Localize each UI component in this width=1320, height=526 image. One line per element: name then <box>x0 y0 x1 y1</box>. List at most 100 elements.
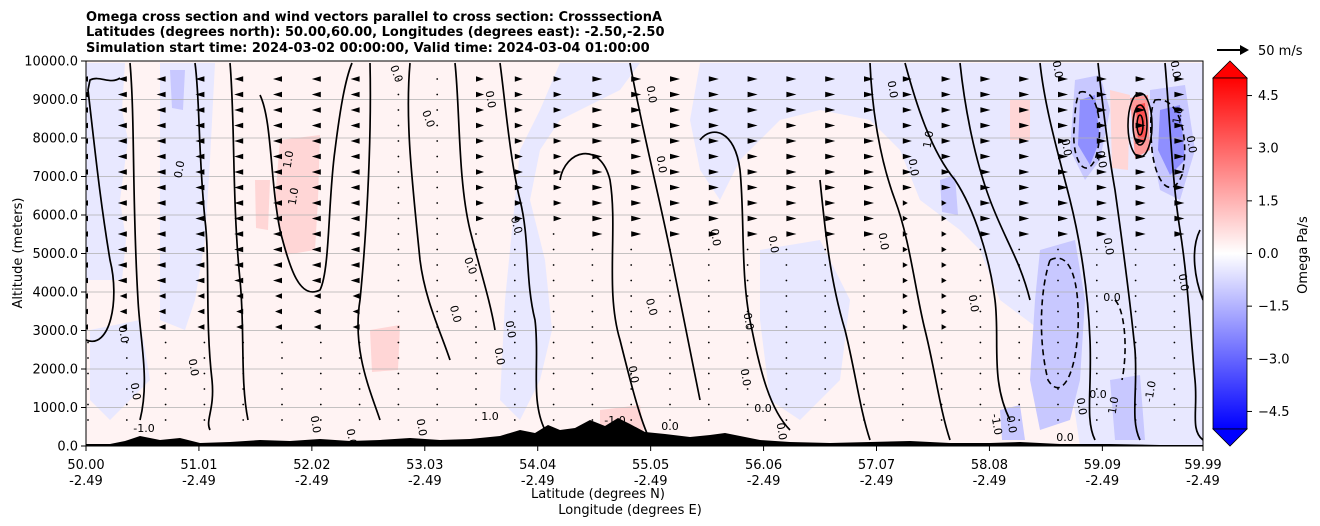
wind-vector <box>86 231 88 237</box>
wind-vector <box>1057 403 1059 406</box>
wind-vector <box>195 122 205 129</box>
wind-vector <box>630 419 633 421</box>
y-tick-label: 6000.0 <box>33 209 79 224</box>
wind-vector <box>195 262 205 268</box>
wind-vector <box>236 308 244 315</box>
wind-vector <box>475 388 477 390</box>
wind-vector <box>941 153 951 160</box>
wind-vector <box>941 231 947 237</box>
terrain <box>86 418 1203 446</box>
contour-label: 0.0 <box>567 50 585 63</box>
wind-vector <box>786 91 797 98</box>
wind-vector <box>164 357 167 359</box>
wind-vector <box>824 372 827 375</box>
wind-vector <box>902 293 908 299</box>
wind-vector <box>863 403 865 406</box>
wind-vector <box>669 388 671 390</box>
wind-vector <box>824 388 827 390</box>
wind-vector <box>1019 215 1030 222</box>
wind-vector <box>785 341 788 344</box>
wind-vector <box>86 91 88 98</box>
wind-vector <box>514 200 523 206</box>
wind-vector <box>319 372 322 375</box>
wind-vector <box>825 200 836 206</box>
wind-vector <box>1058 231 1068 237</box>
wind-vector <box>785 295 788 297</box>
wind-vector <box>358 357 361 359</box>
wind-vector <box>311 107 321 113</box>
wind-vector <box>311 122 321 129</box>
wind-vector <box>1019 184 1030 191</box>
wind-vector <box>319 419 322 421</box>
wind-vector <box>1174 91 1185 98</box>
wind-vector <box>87 372 89 375</box>
wind-vector <box>902 122 912 129</box>
contour-label: 0.0 <box>643 297 660 317</box>
contour-labels: 0.00.00.00.01.01.00.00.00.00.00.00.00.00… <box>116 50 1200 446</box>
y-tick-label: 1000.0 <box>33 401 79 416</box>
wind-vector <box>552 357 555 359</box>
wind-vector <box>476 76 484 82</box>
wind-vector <box>358 419 361 421</box>
wind-vector <box>234 76 244 82</box>
wind-vector <box>1174 122 1185 129</box>
wind-vector <box>553 76 562 82</box>
wind-vector <box>630 372 633 375</box>
wind-vector <box>514 184 523 191</box>
x-tick-label-lon: -2.49 <box>1186 474 1220 489</box>
wind-vector <box>195 277 205 284</box>
x-tick-label-lat: 56.06 <box>745 458 782 473</box>
wind-vector <box>436 78 439 80</box>
wind-vector <box>1135 215 1146 222</box>
wind-vector <box>1095 279 1098 282</box>
wind-vector <box>786 122 797 129</box>
wind-vector <box>1173 419 1176 421</box>
wind-vector <box>592 169 603 175</box>
wind-vector <box>630 248 633 251</box>
contour-label: 0.0 <box>644 85 660 104</box>
contour-label: 0.0 <box>419 108 437 129</box>
contour-label: 0.0 <box>492 347 508 366</box>
wind-vector <box>117 215 127 222</box>
wind-vector <box>1095 372 1098 375</box>
wind-vector <box>358 388 361 390</box>
wind-vector <box>1057 326 1059 328</box>
wind-vector <box>552 388 555 390</box>
colorbar-tick-label: 1.5 <box>1258 194 1279 209</box>
wind-vector <box>941 308 947 315</box>
wind-vector <box>436 341 439 344</box>
wind-vector <box>203 341 206 344</box>
wind-vector <box>86 246 88 253</box>
wind-vector <box>902 308 908 315</box>
wind-vector <box>864 91 874 98</box>
wind-vector <box>785 264 788 266</box>
wind-vector <box>436 357 439 359</box>
wind-vector <box>1135 138 1146 144</box>
wind-vector <box>863 295 865 297</box>
wind-vector <box>358 341 361 344</box>
wind-vector <box>311 200 321 206</box>
wind-vector <box>195 153 205 160</box>
wind-vector <box>669 403 671 406</box>
wind-vector <box>902 138 912 144</box>
wind-vector <box>902 231 908 237</box>
wind-vector <box>475 341 477 344</box>
wind-vector <box>592 200 603 206</box>
colorbar-tick-label: 4.5 <box>1258 89 1279 104</box>
wind-vector <box>156 231 166 237</box>
x-tick-label-lat: 59.09 <box>1084 458 1121 473</box>
wind-vector <box>476 215 484 222</box>
wind-vector <box>747 138 758 144</box>
wind-vector <box>747 91 758 98</box>
wind-vector <box>785 388 788 390</box>
contour-label: -1.0 <box>988 413 1005 436</box>
wind-vector <box>1019 153 1030 160</box>
wind-vector <box>1057 264 1059 266</box>
wind-vector <box>630 357 633 359</box>
wind-vector <box>513 403 516 406</box>
wind-vector <box>350 122 360 129</box>
wind-vector <box>311 231 321 237</box>
quiver-key: 50 m/s <box>1217 44 1303 59</box>
wind-vector <box>86 153 88 160</box>
wind-vector <box>747 215 758 222</box>
